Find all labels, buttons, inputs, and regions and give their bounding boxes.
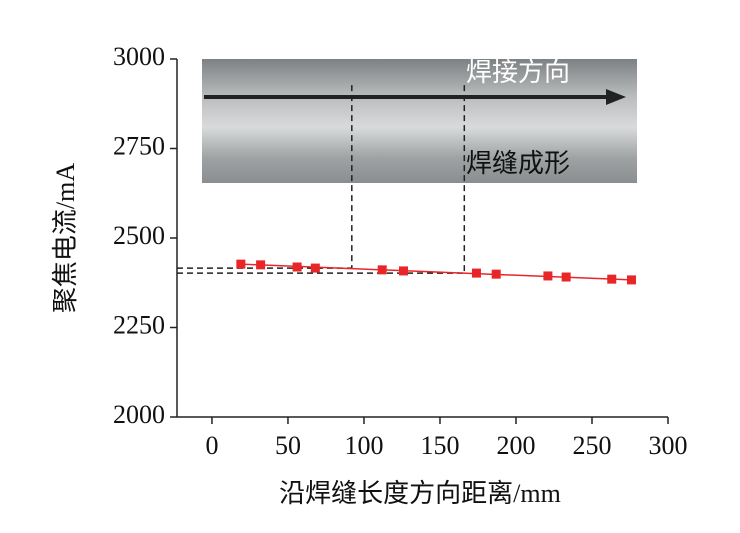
x-tick-label: 250 [572,431,611,460]
point [292,262,302,272]
point [627,275,637,285]
point [377,265,387,275]
point [471,268,481,278]
inset-photo [202,59,637,183]
y-tick-label: 2500 [113,221,165,250]
arrow-head [606,89,626,105]
x-tick-label: 300 [649,431,688,460]
y-axis-label: 聚焦电流/mA [51,163,80,313]
point [543,271,553,281]
y-tick-label: 2750 [113,131,165,160]
point [607,274,617,284]
inset-label: 焊缝成形 [466,149,570,178]
x-tick-label: 0 [205,431,218,460]
inset-label: 焊接方向 [466,58,570,87]
point [398,266,408,276]
point [310,263,320,273]
point [561,272,571,282]
x-axis-label: 沿焊缝长度方向距离/mm [279,479,561,508]
x-tick-label: 150 [420,431,459,460]
x-tick-label: 200 [496,431,535,460]
y-tick-label: 3000 [113,42,165,71]
y-tick-label: 2000 [113,400,165,429]
point [236,259,246,269]
point [256,260,266,270]
x-tick-label: 100 [344,431,383,460]
y-tick-label: 2250 [113,310,165,339]
point [491,269,501,279]
x-tick-label: 50 [275,431,301,460]
